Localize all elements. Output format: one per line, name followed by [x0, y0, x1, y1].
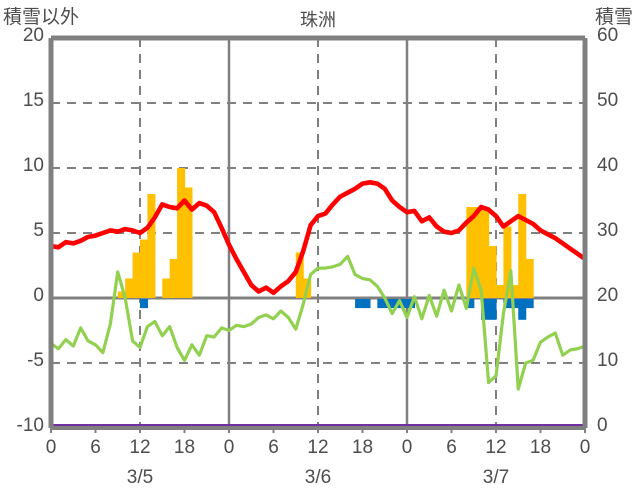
snowfall-bar — [488, 299, 497, 320]
precipitation-bar — [503, 226, 512, 298]
precipitation-bar — [177, 168, 186, 298]
snowfall-bar — [466, 299, 475, 309]
precipitation-bar — [117, 291, 126, 298]
snowfall-bar — [518, 299, 527, 320]
snowfall-bar — [140, 299, 149, 309]
left-axis-title: 積雪以外 — [3, 7, 80, 28]
x-axis-tick-label: 12 — [129, 437, 151, 458]
x-axis-tick-label: 6 — [268, 437, 279, 458]
y2-axis-tick-label: 20 — [597, 285, 619, 306]
precipitation-bar — [466, 207, 475, 298]
chart-title: 珠洲 — [300, 10, 336, 30]
precipitation-bar — [125, 278, 134, 298]
x-axis-tick-label: 6 — [446, 437, 457, 458]
x-axis-tick-label: 18 — [173, 437, 196, 458]
x-axis-day-label: 3/6 — [304, 467, 332, 488]
snowfall-bar — [362, 299, 371, 309]
precipitation-bar — [169, 259, 178, 298]
right-axis-title: 積雪 — [594, 7, 633, 28]
precipitation-bar — [295, 252, 304, 298]
y-axis-tick-label: 0 — [33, 285, 44, 306]
y2-axis-tick-label: 10 — [597, 350, 619, 371]
precipitation-bar — [140, 239, 149, 298]
x-axis-tick-label: 6 — [90, 437, 101, 458]
x-axis-tick-label: 0 — [45, 437, 57, 458]
precipitation-bar — [473, 207, 482, 298]
x-axis-tick-label: 0 — [579, 437, 591, 458]
precipitation-bar — [510, 285, 519, 298]
y2-axis-tick-label: 40 — [597, 155, 619, 176]
x-axis-tick-label: 18 — [351, 437, 374, 458]
x-axis-day-label: 3/7 — [482, 467, 510, 488]
snowfall-bar — [355, 299, 364, 309]
series-line — [48, 180, 588, 296]
x-axis-tick-label: 0 — [401, 437, 413, 458]
snowfall-bar — [481, 299, 490, 320]
snowfall-bar — [510, 299, 519, 309]
x-axis-tick-label: 0 — [223, 437, 235, 458]
precipitation-bar — [147, 194, 156, 298]
series-line — [49, 254, 587, 391]
y-axis-tick-label: 20 — [22, 25, 44, 46]
precipitation-bar — [184, 187, 193, 298]
y-axis-tick-label: 10 — [22, 155, 44, 176]
precipitation-bar — [488, 246, 497, 298]
precipitation-bar — [162, 278, 171, 298]
y2-axis-tick-label: 60 — [597, 25, 619, 46]
y-axis-tick-label: -5 — [27, 350, 44, 371]
y-axis-tick-label: 5 — [33, 220, 44, 241]
x-axis-tick-label: 12 — [307, 437, 329, 458]
snowfall-bar — [377, 299, 386, 309]
precipitation-bar — [525, 259, 534, 298]
snowfall-bar — [399, 299, 408, 309]
precipitation-bar — [132, 252, 141, 298]
y2-axis-tick-label: 50 — [597, 90, 619, 111]
snowfall-bar — [525, 299, 534, 309]
y-axis-tick-label: 15 — [22, 90, 44, 111]
x-axis-tick-label: 18 — [529, 437, 552, 458]
precipitation-bar — [518, 194, 527, 298]
x-axis-tick-label: 12 — [485, 437, 507, 458]
y2-axis-tick-label: 30 — [597, 220, 619, 241]
precipitation-bar — [481, 207, 490, 298]
x-axis-day-label: 3/5 — [126, 467, 154, 488]
y-axis-tick-label: -10 — [16, 415, 44, 436]
y2-axis-tick-label: 0 — [597, 415, 608, 436]
snowfall-bar — [503, 299, 512, 309]
precipitation-bar — [496, 285, 505, 298]
